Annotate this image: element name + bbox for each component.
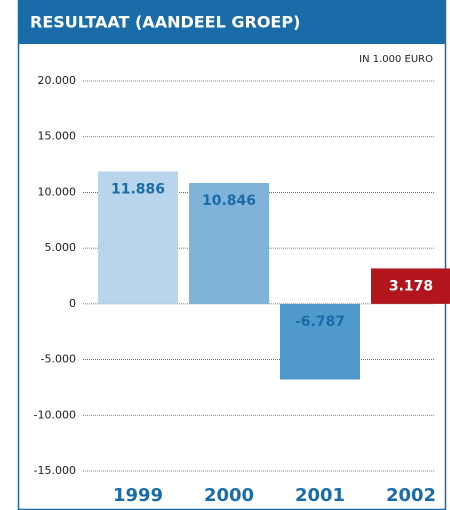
y-tick-label: 20.000 [38,74,77,87]
bar [189,183,269,304]
bar [98,171,178,304]
y-tick-label: -5.000 [41,353,76,366]
y-tick-label: -15.000 [34,464,76,477]
x-tick-label: 1999 [113,485,163,506]
chart-title: RESULTAAT (AANDEEL GROEP) [30,13,300,32]
x-tick-label: 2001 [295,485,345,506]
bar [371,268,450,304]
y-tick-label: 10.000 [38,185,77,198]
unit-label: IN 1.000 EURO [359,54,433,65]
x-tick-label: 2000 [204,485,254,506]
value-label: 10.846 [202,193,256,209]
value-label: -6.787 [295,314,345,330]
value-label: 11.886 [111,181,165,197]
value-label: 3.178 [389,278,433,294]
bar [280,303,360,380]
y-tick-label: 0 [69,297,76,310]
x-tick-label: 2002 [386,485,436,506]
y-tick-label: -10.000 [34,408,76,421]
y-tick-label: 5.000 [45,241,77,254]
y-tick-label: 15.000 [38,130,77,143]
header-band [18,0,446,44]
